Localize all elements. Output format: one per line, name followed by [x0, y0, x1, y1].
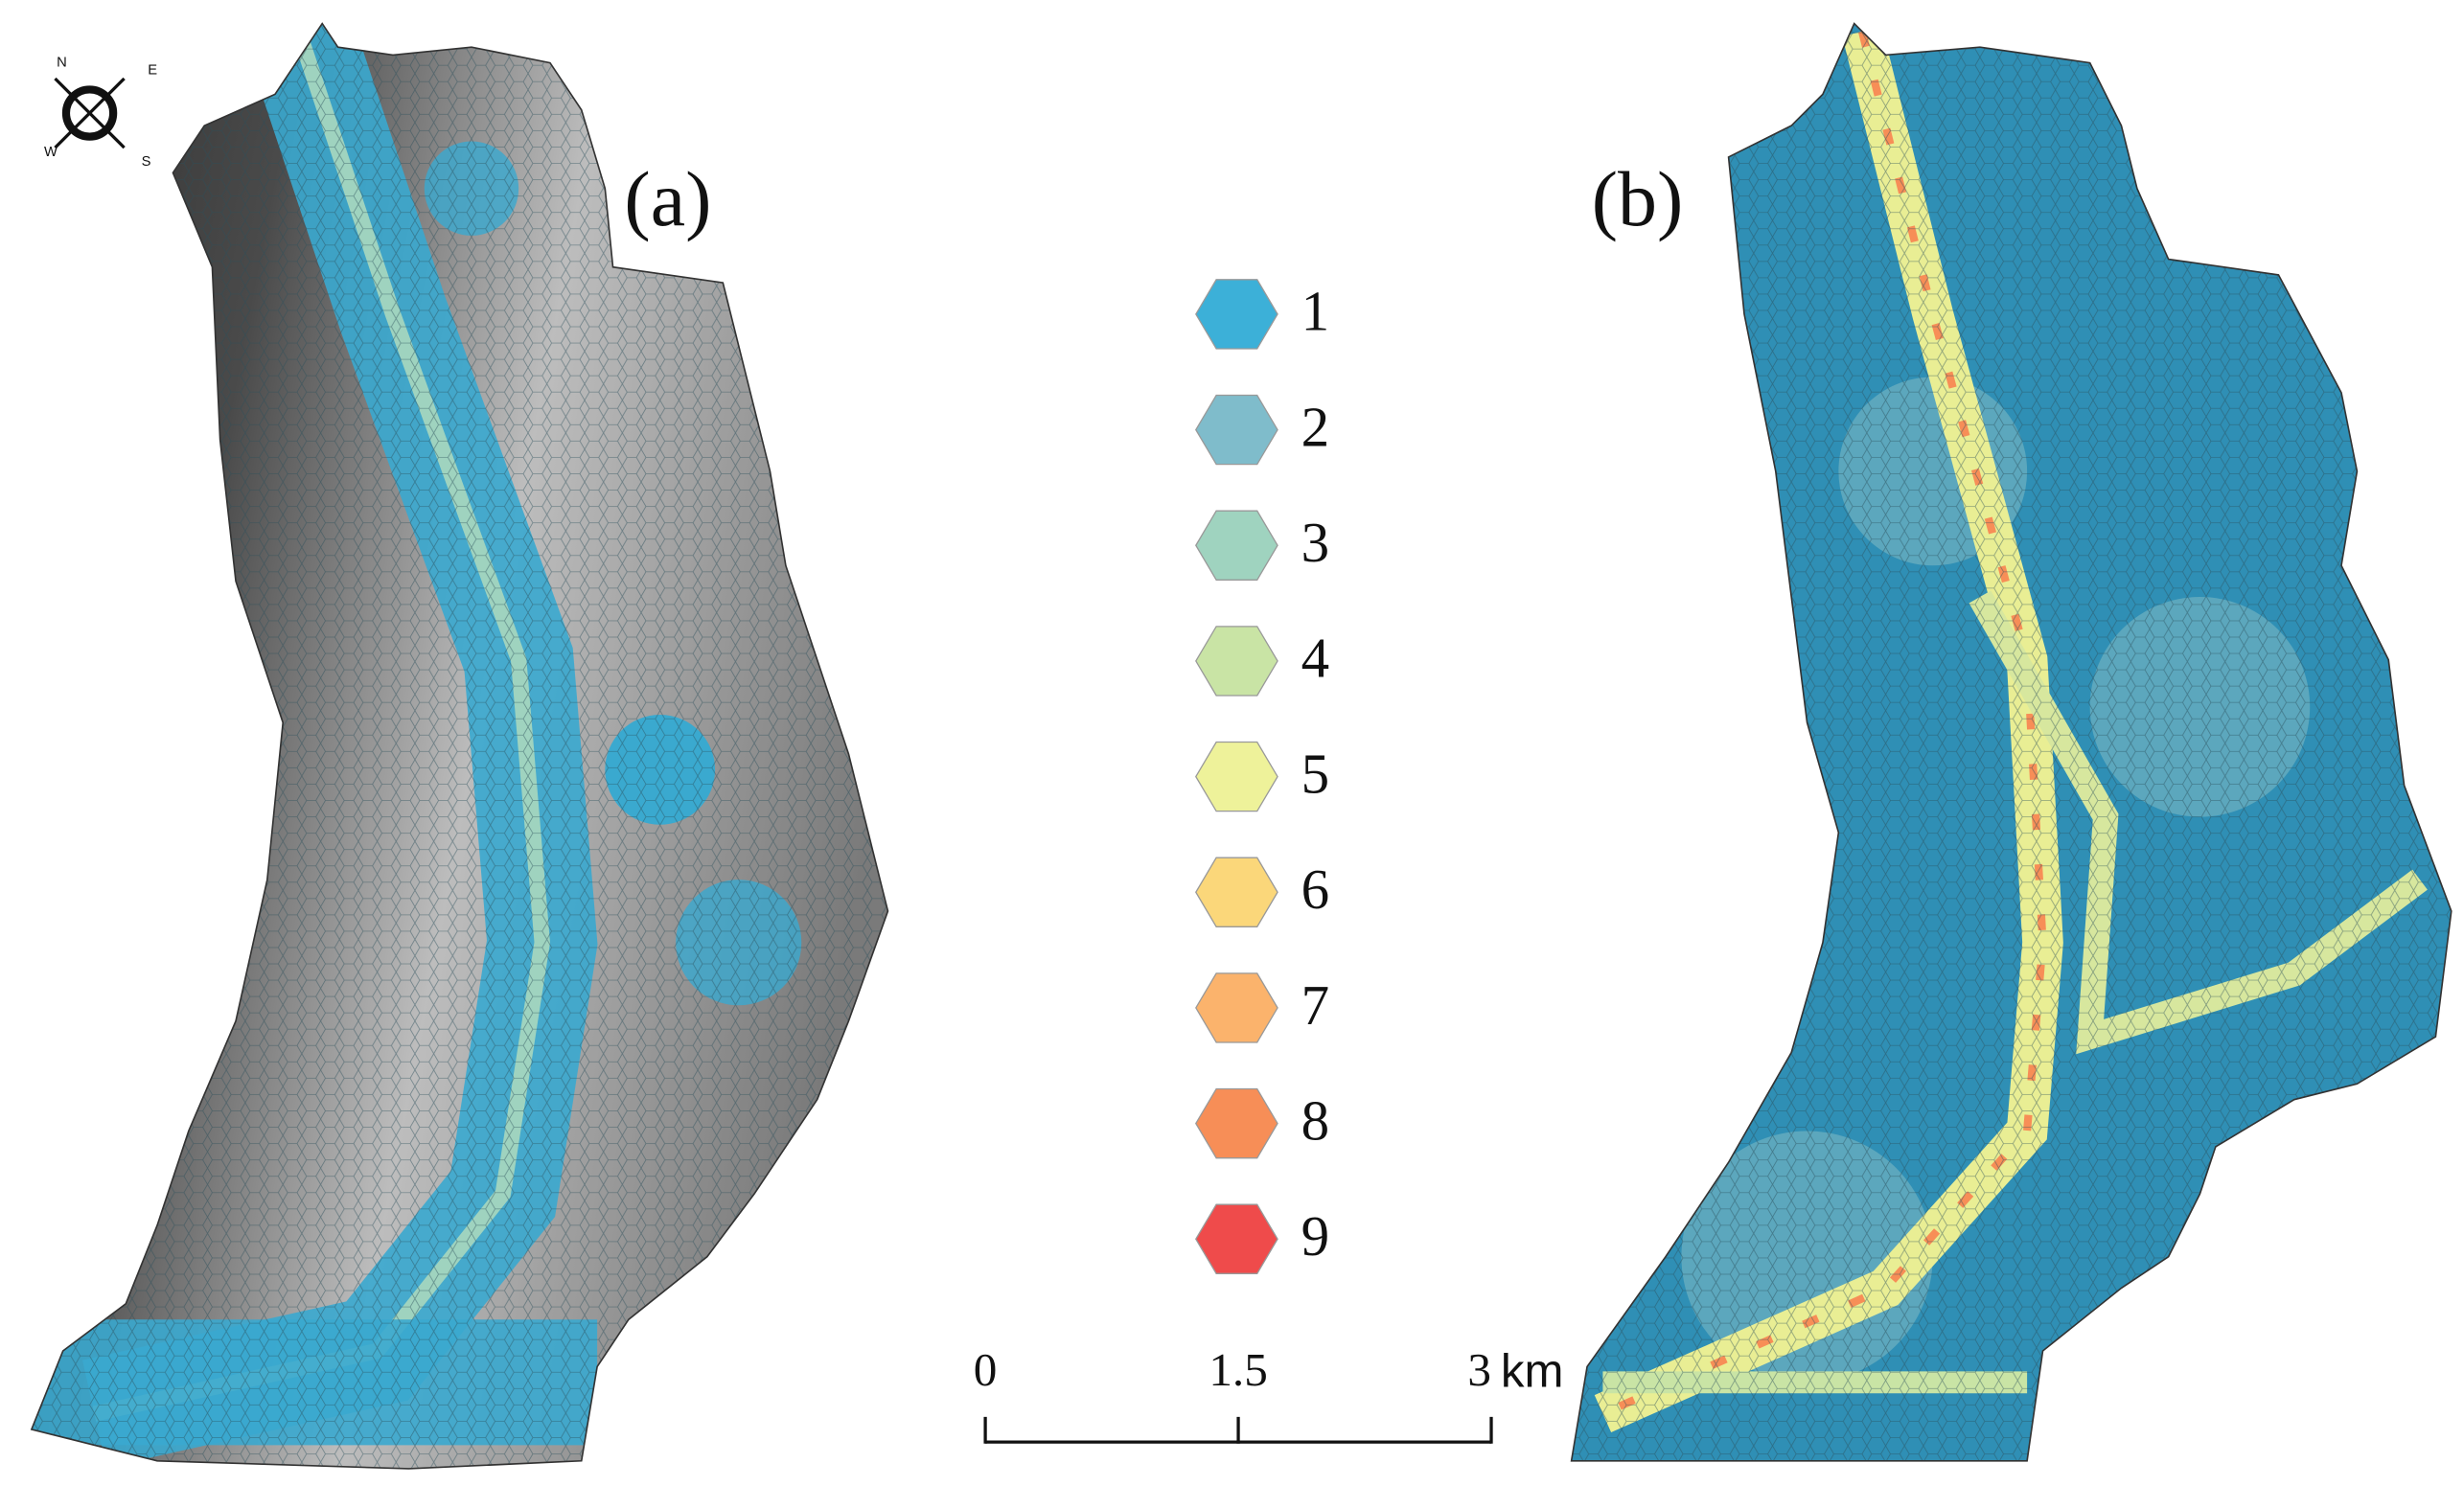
legend-swatch — [1195, 1203, 1278, 1274]
outline-a — [30, 22, 889, 1470]
compass-label: S — [142, 154, 151, 170]
compass-label: E — [148, 63, 157, 79]
scale-label: 1.5 — [1209, 1343, 1267, 1396]
compass: N E S W — [44, 55, 157, 169]
legend-swatch — [1195, 626, 1278, 697]
legend-swatch — [1195, 279, 1278, 350]
legend-label: 4 — [1301, 627, 1330, 690]
scale-label: 3 — [1467, 1343, 1491, 1396]
legend-swatch — [1195, 394, 1278, 466]
compass-label: W — [44, 145, 58, 160]
legend-label: 5 — [1301, 742, 1330, 805]
outline-b — [1570, 22, 2452, 1462]
legend-label: 1 — [1301, 280, 1330, 343]
scale-label: 0 — [974, 1343, 998, 1396]
panel-label: (b) — [1592, 155, 1684, 242]
legend-swatch — [1195, 741, 1278, 812]
legend-swatch — [1195, 857, 1278, 927]
legend-swatch — [1195, 1087, 1278, 1159]
legend: 1 2 3 4 5 6 7 8 9 — [1195, 279, 1330, 1274]
legend-label: 3 — [1301, 511, 1330, 574]
legend-label: 9 — [1301, 1204, 1330, 1268]
legend-swatch — [1195, 510, 1278, 581]
scale-unit: km — [1501, 1345, 1564, 1398]
legend-label: 2 — [1301, 395, 1330, 458]
compass-label: N — [57, 55, 67, 70]
legend-label: 6 — [1301, 857, 1330, 921]
panel-label: (a) — [624, 155, 711, 242]
legend-label: 8 — [1301, 1088, 1330, 1152]
legend-swatch — [1195, 972, 1278, 1043]
legend-label: 7 — [1301, 973, 1330, 1037]
scale-bar: 0 1.5 3 km — [974, 1343, 1564, 1444]
